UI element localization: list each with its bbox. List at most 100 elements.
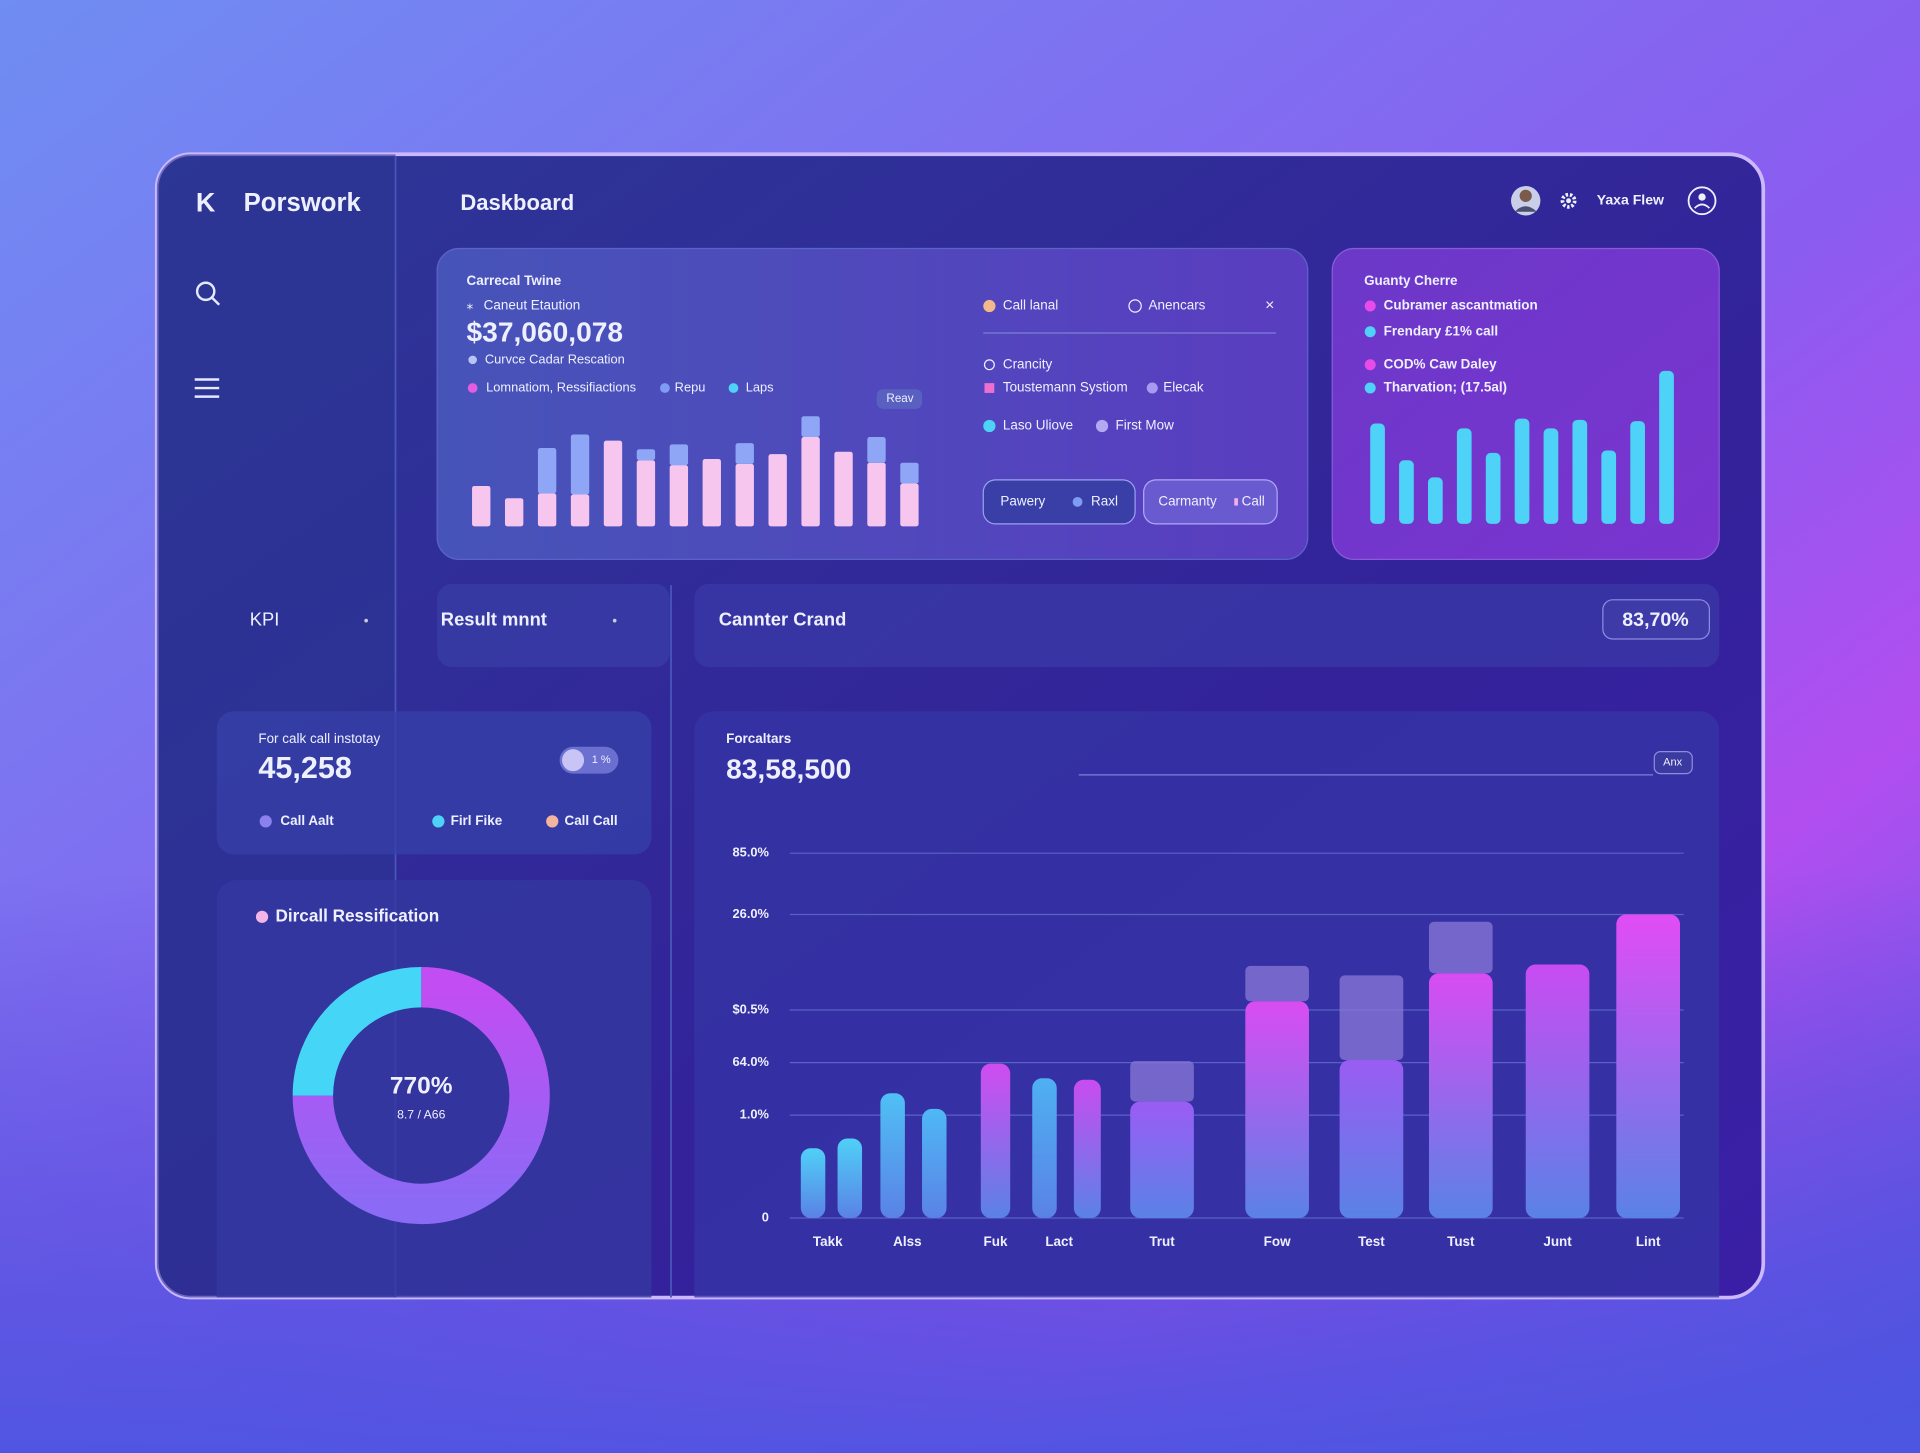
x-tick-label: Fuk xyxy=(984,1234,1008,1249)
filter-item[interactable]: Call lanal xyxy=(1003,298,1058,313)
donut-sub: 8.7 / A66 xyxy=(397,1107,446,1121)
card-subtitle: Caneut Etaution xyxy=(484,298,580,313)
filter-dot xyxy=(1095,419,1109,433)
bar-segment xyxy=(834,451,853,527)
filter-item[interactable]: First Mow xyxy=(1116,418,1175,433)
bar-segment xyxy=(1130,1061,1194,1102)
filter-item[interactable]: Crancity xyxy=(1003,356,1053,371)
bar xyxy=(1399,460,1414,524)
bar-segment xyxy=(801,416,820,438)
filter-item[interactable]: Anencars xyxy=(1149,298,1206,313)
button-label: Raxl xyxy=(1091,493,1118,508)
bar-segment xyxy=(880,1093,905,1218)
x-tick-label: Takk xyxy=(813,1234,843,1249)
bar xyxy=(1428,477,1443,524)
bar-segment xyxy=(504,498,524,527)
bar-segment xyxy=(837,1138,863,1218)
badge[interactable] xyxy=(876,389,923,409)
nav-item[interactable]: KPI xyxy=(250,608,280,629)
filter-item[interactable]: Elecak xyxy=(1163,380,1204,395)
legend-label: Call Call xyxy=(564,813,617,828)
legend-dot xyxy=(1364,382,1376,394)
badge-text: 83,70% xyxy=(1622,609,1688,631)
bar-segment xyxy=(603,440,623,527)
bar-segment xyxy=(537,493,557,527)
app-name: Porswork xyxy=(244,189,362,217)
bar-segment xyxy=(1245,965,1309,1002)
x-tick-label: Fow xyxy=(1264,1234,1291,1249)
donut-segment xyxy=(292,967,550,1225)
settings-icon[interactable] xyxy=(1560,192,1577,209)
button[interactable] xyxy=(1143,479,1278,525)
filter-icon xyxy=(983,359,995,371)
avatar[interactable] xyxy=(1511,186,1541,216)
bar-segment xyxy=(1339,975,1404,1061)
badge[interactable] xyxy=(1653,750,1693,775)
tab[interactable] xyxy=(437,583,670,668)
bar-segment xyxy=(900,462,919,484)
legend-label: Frendary £1% call xyxy=(1384,323,1498,338)
bar-segment xyxy=(1428,973,1493,1218)
bar-segment xyxy=(702,459,721,527)
filter-dot xyxy=(984,383,995,393)
button[interactable] xyxy=(982,479,1136,525)
bar-segment xyxy=(1339,1060,1404,1218)
page-title: Daskboard xyxy=(460,190,574,215)
bar-segment xyxy=(735,443,754,464)
bar-segment xyxy=(1032,1078,1057,1218)
dot xyxy=(364,618,368,623)
forecast-chart: 0 1.0% 64.0% $0.5% 26.0% 85.0% Takk Alss Fuk Lact… xyxy=(733,845,1684,1249)
x-tick-label: Tust xyxy=(1447,1234,1475,1249)
bar-segment xyxy=(800,1148,826,1218)
y-tick-label: 1.0% xyxy=(740,1106,770,1121)
bar-segment xyxy=(570,494,590,527)
card-title: Dircall Ressification xyxy=(276,905,440,925)
donut-chart xyxy=(292,967,550,1225)
legend-dot xyxy=(432,815,445,828)
user-name: Yaxa Flew xyxy=(1597,191,1664,207)
tab[interactable] xyxy=(694,583,1720,668)
filter-dot xyxy=(983,419,996,433)
y-tick-label: 26.0% xyxy=(733,906,770,921)
y-tick-label: 64.0% xyxy=(733,1054,770,1069)
subtitle-icon: ⁎ xyxy=(467,298,474,313)
bar-segment xyxy=(472,485,491,527)
search-icon[interactable] xyxy=(195,281,221,306)
legend-dot xyxy=(467,383,478,393)
donut-center: 770% xyxy=(390,1072,453,1099)
menu-icon[interactable] xyxy=(194,378,220,398)
x-tick-label: Test xyxy=(1358,1234,1385,1249)
close-icon[interactable]: × xyxy=(1265,297,1274,314)
dashboard-content: K Porswork Daskboard Yaxa Flew Carrecal … xyxy=(156,154,1720,1298)
filter-item[interactable]: Laso Uliove xyxy=(1003,418,1073,433)
x-tick-label: Lact xyxy=(1045,1234,1073,1249)
button-dot xyxy=(1072,496,1083,507)
bar-segment xyxy=(537,448,557,494)
bar-segment xyxy=(1616,914,1680,1218)
bar xyxy=(1485,452,1501,524)
bar-segment xyxy=(570,434,590,495)
legend-dot xyxy=(259,815,272,828)
badge-text: Reav xyxy=(886,392,913,405)
toggle-label: 1 % xyxy=(592,754,611,766)
card-value: $37,060,078 xyxy=(467,317,624,348)
toggle-knob xyxy=(562,749,585,772)
card-value: 45,258 xyxy=(258,751,352,785)
bar-segment xyxy=(1073,1079,1101,1218)
filter-item[interactable]: Toustemann Systiom xyxy=(1003,380,1128,395)
legend-label: COD% Caw Daley xyxy=(1384,356,1497,371)
y-tick-label: $0.5% xyxy=(733,1001,770,1016)
bar xyxy=(1514,418,1530,524)
bar-segment xyxy=(636,460,656,527)
bar-segment xyxy=(801,437,820,527)
legend-dot xyxy=(728,383,739,393)
bar-segment xyxy=(980,1063,1011,1218)
legend-label: Lomnatiom, Ressifiactions xyxy=(486,379,636,394)
logo: K xyxy=(196,188,216,218)
bar-segment xyxy=(669,465,689,527)
y-tick-label: 0 xyxy=(762,1209,769,1224)
bar xyxy=(1370,423,1385,524)
profile-icon[interactable] xyxy=(1687,186,1717,216)
bar-segment xyxy=(922,1108,947,1218)
